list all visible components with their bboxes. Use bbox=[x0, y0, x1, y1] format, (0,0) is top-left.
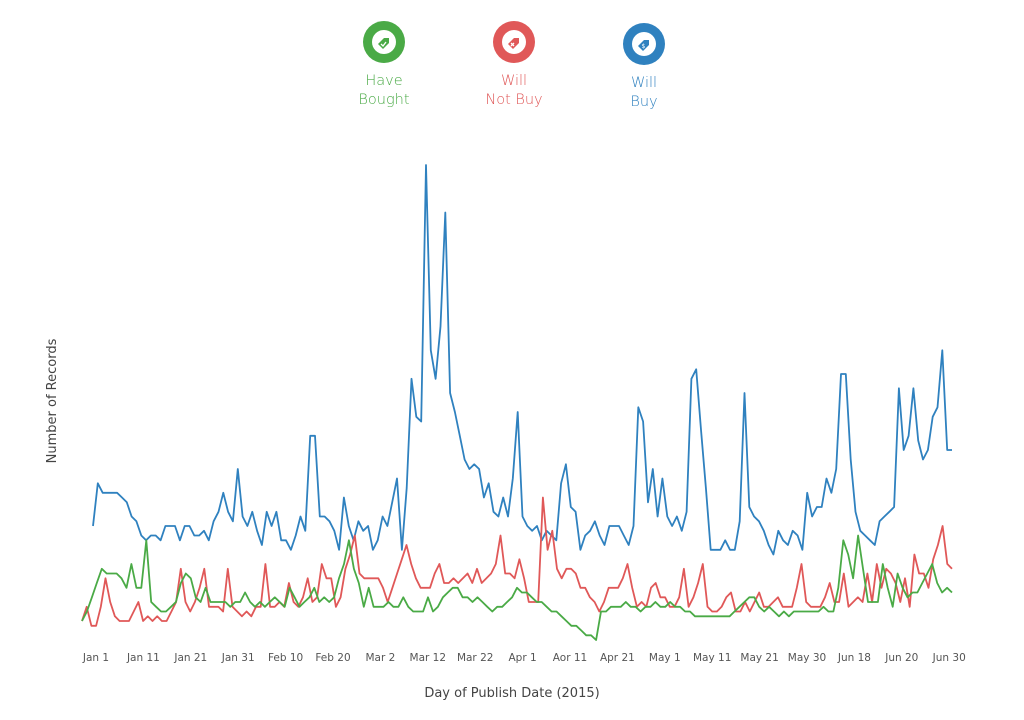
tag-dollar-icon: $ bbox=[623, 23, 665, 65]
series-line-will-not-buy bbox=[81, 496, 953, 627]
x-tick-label: Apr 1 bbox=[509, 652, 537, 664]
x-tick-label: Feb 10 bbox=[268, 652, 303, 664]
x-tick-label: Jun 30 bbox=[932, 652, 966, 664]
svg-text:$: $ bbox=[642, 43, 646, 50]
x-tick-label: Apr 21 bbox=[600, 652, 635, 664]
legend-label-line1: Have bbox=[365, 73, 403, 89]
y-axis-title: Number of Records bbox=[45, 338, 60, 463]
x-tick-label: Feb 20 bbox=[315, 652, 350, 664]
x-tick-label: Jan 31 bbox=[221, 652, 255, 664]
x-tick-label: May 11 bbox=[693, 652, 731, 664]
legend-label-line1: Will bbox=[630, 75, 658, 91]
tag-check-icon bbox=[363, 21, 405, 63]
tag-x-icon bbox=[493, 21, 535, 63]
series-line-will-buy bbox=[92, 164, 952, 556]
x-tick-label: Jan 11 bbox=[126, 652, 160, 664]
x-tick-label: May 21 bbox=[740, 652, 778, 664]
x-axis-title: Day of Publish Date (2015) bbox=[424, 686, 599, 701]
legend-item-will-not-buy[interactable]: Will Not Buy bbox=[459, 20, 569, 110]
x-tick-label: Mar 12 bbox=[410, 652, 447, 664]
legend-label-line2: Buy bbox=[630, 94, 658, 110]
x-tick-label: Jun 20 bbox=[884, 652, 918, 664]
x-tick-label: Jun 18 bbox=[837, 652, 871, 664]
x-tick-label: Mar 22 bbox=[457, 652, 494, 664]
x-tick-label: Mar 2 bbox=[365, 652, 395, 664]
x-tick-label: May 1 bbox=[649, 652, 681, 664]
legend-label-line2: Bought bbox=[358, 92, 410, 108]
x-tick-label: May 30 bbox=[788, 652, 826, 664]
x-tick-label: Jan 1 bbox=[82, 652, 109, 664]
x-tick-label: Jan 21 bbox=[173, 652, 207, 664]
legend-item-have-bought[interactable]: Have Bought bbox=[329, 20, 439, 110]
x-tick-label: Aor 11 bbox=[553, 652, 587, 664]
series-line-have-bought bbox=[81, 534, 953, 641]
legend-label-line1: Will bbox=[500, 73, 528, 89]
legend-item-will-buy[interactable]: $ Will Buy bbox=[589, 22, 699, 112]
legend-label-line2: Not Buy bbox=[485, 92, 543, 108]
